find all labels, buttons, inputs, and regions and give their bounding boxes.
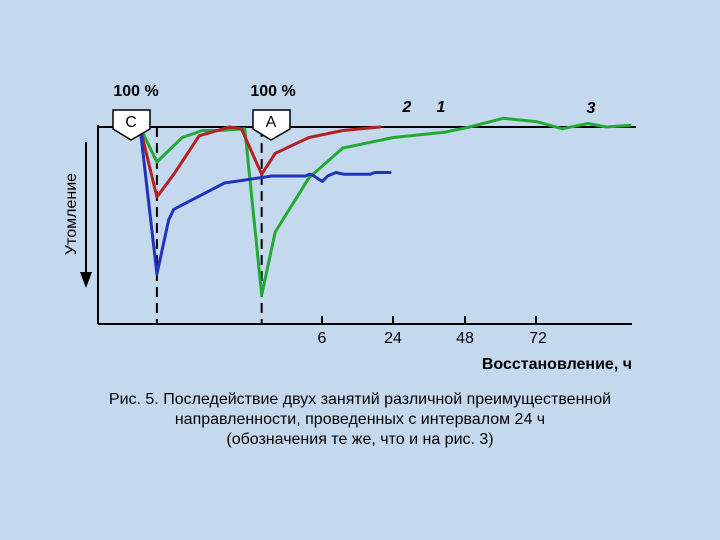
caption-line-2: направленности, проведенных с интервалом… bbox=[174, 411, 546, 428]
session-marker-a-shape bbox=[252, 109, 291, 141]
session-marker-a-label: А bbox=[266, 114, 277, 131]
series-1-line bbox=[138, 125, 392, 276]
curve-label-3: 3 bbox=[587, 100, 596, 117]
figure-caption: Рис. 5. Последействие двух занятий разли… bbox=[40, 390, 680, 450]
level-label-1: 100 % bbox=[113, 83, 158, 100]
session-marker-a: А bbox=[252, 109, 291, 141]
series-3-line bbox=[138, 116, 632, 297]
session-marker-c-shape bbox=[112, 109, 151, 141]
curve-label-2: 2 bbox=[402, 99, 412, 116]
curve-label-1: 1 bbox=[437, 99, 446, 116]
caption-line-3: (обозначения те же, что и на рис. 3) bbox=[226, 431, 494, 448]
y-axis-label: Утомление bbox=[63, 173, 80, 255]
x-tick-label-24: 24 bbox=[384, 330, 402, 347]
x-tick-label-48: 48 bbox=[456, 330, 474, 347]
x-tick-label-6: 6 bbox=[318, 330, 327, 347]
x-tick-label-72: 72 bbox=[529, 330, 547, 347]
session-marker-c-label: С bbox=[125, 114, 137, 131]
level-label-2: 100 % bbox=[250, 83, 295, 100]
caption-line-1: Рис. 5. Последействие двух занятий разли… bbox=[108, 391, 612, 408]
x-axis-label: Восстановление, ч bbox=[482, 356, 632, 373]
session-marker-c: С bbox=[112, 109, 151, 141]
fatigue-arrow-head bbox=[80, 272, 92, 288]
series-2-line bbox=[138, 125, 382, 199]
